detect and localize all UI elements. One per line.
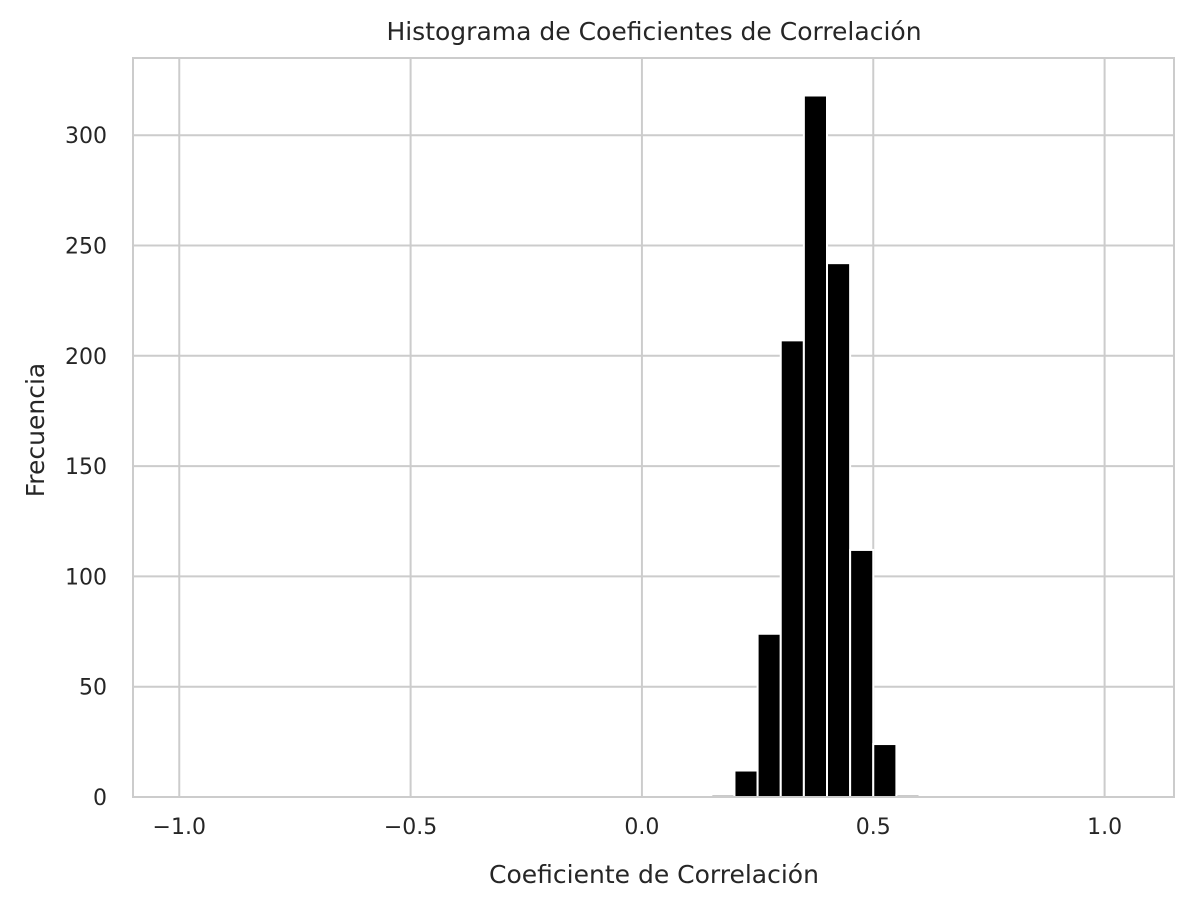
chart-title: Histograma de Coeficientes de Correlació… (386, 17, 921, 46)
y-tick-label: 250 (65, 235, 107, 260)
y-tick-label: 0 (93, 786, 107, 811)
histogram-bar (779, 339, 805, 798)
y-tick-label: 200 (65, 345, 107, 370)
y-axis-title: Frecuencia (21, 363, 50, 498)
histogram-bar (849, 548, 875, 798)
x-tick-label: 0.5 (856, 815, 891, 840)
x-tick-label: 1.0 (1087, 815, 1122, 840)
histogram-bar (802, 94, 828, 799)
x-tick-label: −0.5 (384, 815, 437, 840)
x-axis-title: Coeficiente de Correlación (489, 860, 819, 889)
histogram-bar (872, 743, 898, 798)
x-tick-labels: −1.0 −0.5 0.0 0.5 1.0 (153, 815, 1123, 840)
histogram-bar (733, 769, 759, 799)
x-tick-label: −1.0 (153, 815, 206, 840)
y-tick-label: 100 (65, 565, 107, 590)
y-tick-label: 50 (79, 676, 107, 701)
y-tick-label: 300 (65, 124, 107, 149)
plot-frame (132, 57, 1175, 798)
histogram-bars (710, 94, 921, 799)
grid-lines (133, 58, 1174, 798)
histogram-bar (826, 262, 852, 798)
y-tick-label: 150 (65, 455, 107, 480)
y-tick-labels: 0 50 100 150 200 250 300 (65, 124, 107, 811)
x-tick-label: 0.0 (624, 815, 659, 840)
histogram-bar (756, 632, 782, 798)
